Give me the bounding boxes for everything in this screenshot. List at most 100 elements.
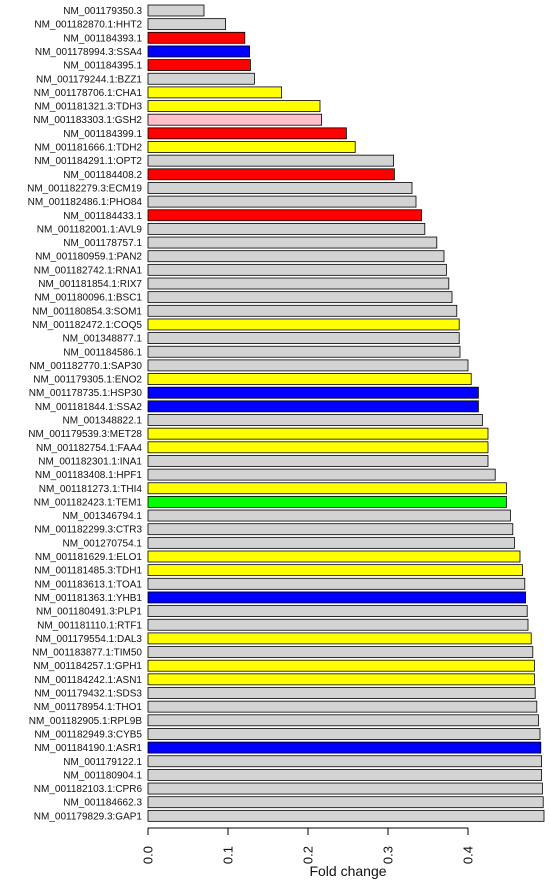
category-label: NM_001181666.1:TDH2 bbox=[34, 143, 142, 154]
bar bbox=[147, 700, 538, 713]
bar bbox=[147, 632, 532, 645]
bar bbox=[147, 318, 460, 331]
bar bbox=[147, 809, 545, 822]
category-label: NM_001180491.3:PLP1 bbox=[36, 607, 142, 618]
bar bbox=[147, 769, 543, 781]
category-label: NM_001179305.1:ENO2 bbox=[33, 375, 142, 386]
bar bbox=[147, 441, 489, 454]
bar bbox=[147, 509, 511, 522]
bar bbox=[147, 536, 515, 549]
category-label: NM_001178706.1:CHA1 bbox=[34, 88, 143, 99]
category-label: NM_001184291.1:OPT2 bbox=[34, 156, 142, 167]
category-label: NM_001180096.1:BSC1 bbox=[34, 293, 142, 304]
category-label: NM_001182770.1:SAP30 bbox=[29, 361, 142, 372]
bar bbox=[147, 386, 479, 399]
category-label: NM_001346794.1 bbox=[62, 511, 142, 522]
bar bbox=[147, 236, 438, 249]
category-label: NM_001270754.1 bbox=[62, 538, 142, 549]
category-label: NM_001181273.1:THI4 bbox=[39, 484, 143, 495]
bar bbox=[147, 482, 507, 495]
category-label: NM_001184190.1:ASR1 bbox=[34, 743, 142, 754]
bar bbox=[147, 100, 321, 112]
category-label: NM_001184257.1:GPH1 bbox=[33, 661, 142, 672]
x-tick-label: 0.2 bbox=[301, 846, 316, 864]
category-label: NM_001182301.1:INA1 bbox=[38, 456, 142, 467]
category-label: NM_001184408.2 bbox=[63, 170, 142, 181]
category-label: NM_001179539.3:MET28 bbox=[28, 429, 142, 440]
x-tick-label: 0.3 bbox=[381, 846, 396, 864]
category-label: NM_001182279.3:ECM19 bbox=[27, 183, 142, 194]
category-label: NM_001182472.1:COQ5 bbox=[32, 320, 142, 331]
bar bbox=[147, 72, 255, 85]
category-labels-group: NM_001179350.3 NM_001182870.1:HHT2 NM_0011… bbox=[27, 6, 142, 822]
bar bbox=[147, 455, 489, 467]
bar bbox=[147, 796, 544, 809]
bar bbox=[147, 755, 543, 768]
category-label: NM_001181321.3:TDH3 bbox=[34, 102, 142, 113]
category-label: NM_001182103.1:CPR6 bbox=[34, 784, 143, 795]
bar bbox=[147, 659, 535, 672]
category-label: NM_001184399.1 bbox=[63, 129, 142, 140]
bar bbox=[147, 605, 528, 617]
category-label: NM_001181629.1:ELO1 bbox=[35, 552, 143, 563]
x-axis-title: Fold change bbox=[309, 863, 386, 879]
category-label: NM_001179244.1:BZZ1 bbox=[36, 74, 142, 85]
bar bbox=[147, 31, 246, 44]
bar bbox=[147, 59, 251, 71]
x-tick-label: 0.4 bbox=[461, 846, 476, 864]
bar bbox=[147, 414, 483, 426]
category-label: NM_001183877.1:TIM50 bbox=[32, 648, 142, 659]
category-label: NM_001183613.1:TOA1 bbox=[35, 579, 143, 590]
category-label: NM_001184662.3 bbox=[63, 798, 142, 809]
category-label: NM_001182299.3:CTR3 bbox=[34, 525, 142, 536]
bar bbox=[147, 618, 529, 631]
bar bbox=[147, 86, 283, 99]
bar bbox=[147, 495, 507, 508]
bar bbox=[147, 687, 536, 699]
category-label: NM_001181844.1:SSA2 bbox=[35, 402, 143, 413]
x-tick-label: 0.1 bbox=[221, 846, 236, 864]
category-label: NM_001184433.1 bbox=[63, 211, 142, 222]
category-label: NM_001182001.1:AVL9 bbox=[37, 224, 143, 235]
category-label: NM_001183408.1:HPF1 bbox=[35, 470, 143, 481]
bar bbox=[147, 18, 226, 31]
bar bbox=[147, 304, 458, 317]
category-label: NM_001184393.1 bbox=[63, 33, 142, 44]
bar bbox=[147, 127, 347, 140]
bar bbox=[147, 277, 450, 290]
bar bbox=[147, 373, 472, 385]
category-label: NM_001179122.1 bbox=[63, 757, 142, 768]
category-label: NM_001184395.1 bbox=[63, 61, 142, 72]
category-label: NM_001180854.3:SOM1 bbox=[32, 306, 142, 317]
category-label: NM_001183303.1:GSH2 bbox=[33, 115, 142, 126]
bar bbox=[147, 359, 469, 372]
category-label: NM_001178954.1:THO1 bbox=[34, 702, 143, 713]
category-label: NM_001181110.1:RTF1 bbox=[37, 620, 142, 631]
bar bbox=[147, 4, 205, 17]
bar bbox=[147, 195, 417, 208]
bar bbox=[147, 141, 356, 153]
category-label: NM_001348822.1 bbox=[62, 416, 142, 427]
category-label: NM_001179432.1:SDS3 bbox=[34, 689, 142, 700]
bar bbox=[147, 113, 323, 126]
category-label: NM_001182905.1:RPL9B bbox=[29, 716, 143, 727]
bar bbox=[147, 291, 453, 304]
category-label: NM_001182742.1:RNA1 bbox=[34, 265, 143, 276]
category-label: NM_001184242.1:ASN1 bbox=[34, 675, 142, 686]
bar bbox=[147, 168, 395, 181]
category-label: NM_001180904.1 bbox=[63, 770, 142, 781]
bar bbox=[147, 646, 534, 658]
category-label: NM_001348877.1 bbox=[62, 334, 142, 345]
category-label: NM_001182949.3:CYB5 bbox=[34, 729, 142, 740]
category-label: NM_001178757.1 bbox=[63, 238, 142, 249]
category-label: NM_001179350.3 bbox=[63, 6, 142, 17]
category-label: NM_001184586.1 bbox=[63, 347, 142, 358]
bar bbox=[147, 468, 496, 481]
category-label: NM_001178994.3:SSA4 bbox=[35, 47, 143, 58]
bar bbox=[147, 523, 514, 536]
bar bbox=[147, 209, 423, 222]
bar bbox=[147, 728, 541, 740]
category-label: NM_001182870.1:HHT2 bbox=[34, 20, 142, 31]
